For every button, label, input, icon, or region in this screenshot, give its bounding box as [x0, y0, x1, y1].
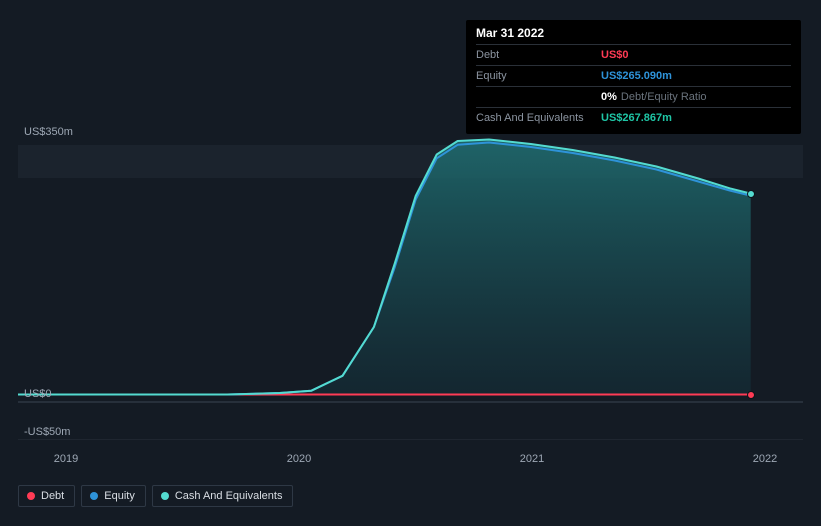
legend-dot-icon: [90, 492, 98, 500]
tooltip-row: Cash And EquivalentsUS$267.867m: [476, 107, 791, 128]
x-tick-label: 2022: [753, 453, 777, 465]
x-tick-label: 2021: [520, 453, 544, 465]
y-tick-label: -US$50m: [24, 426, 70, 438]
legend-item[interactable]: Cash And Equivalents: [152, 485, 294, 507]
hover-tooltip: Mar 31 2022 DebtUS$0EquityUS$265.090m0%D…: [466, 20, 801, 134]
tooltip-row: EquityUS$265.090m: [476, 65, 791, 86]
tooltip-row-value: US$267.867m: [601, 110, 672, 126]
chart-legend: Debt Equity Cash And Equivalents: [18, 485, 293, 507]
legend-item[interactable]: Debt: [18, 485, 75, 507]
y-tick-label: US$350m: [24, 126, 73, 138]
tooltip-date: Mar 31 2022: [476, 26, 791, 44]
tooltip-row-value: 0%: [601, 89, 617, 105]
y-tick-label: US$0: [24, 388, 52, 400]
x-tick-label: 2019: [54, 453, 78, 465]
tooltip-row-label: Debt: [476, 47, 601, 63]
legend-label: Cash And Equivalents: [175, 490, 283, 502]
legend-dot-icon: [27, 492, 35, 500]
legend-item[interactable]: Equity: [81, 485, 146, 507]
tooltip-row-label: [476, 89, 601, 105]
legend-dot-icon: [161, 492, 169, 500]
legend-label: Debt: [41, 490, 64, 502]
x-tick-label: 2020: [287, 453, 311, 465]
tooltip-row-value: US$0: [601, 47, 629, 63]
tooltip-row: DebtUS$0: [476, 44, 791, 65]
tooltip-row: 0%Debt/Equity Ratio: [476, 86, 791, 107]
tooltip-row-suffix: Debt/Equity Ratio: [621, 89, 707, 105]
tooltip-row-value: US$265.090m: [601, 68, 672, 84]
legend-label: Equity: [104, 490, 135, 502]
tooltip-row-label: Equity: [476, 68, 601, 84]
tooltip-row-label: Cash And Equivalents: [476, 110, 601, 126]
hover-marker-dot: [747, 190, 755, 198]
hover-marker-dot: [747, 391, 755, 399]
